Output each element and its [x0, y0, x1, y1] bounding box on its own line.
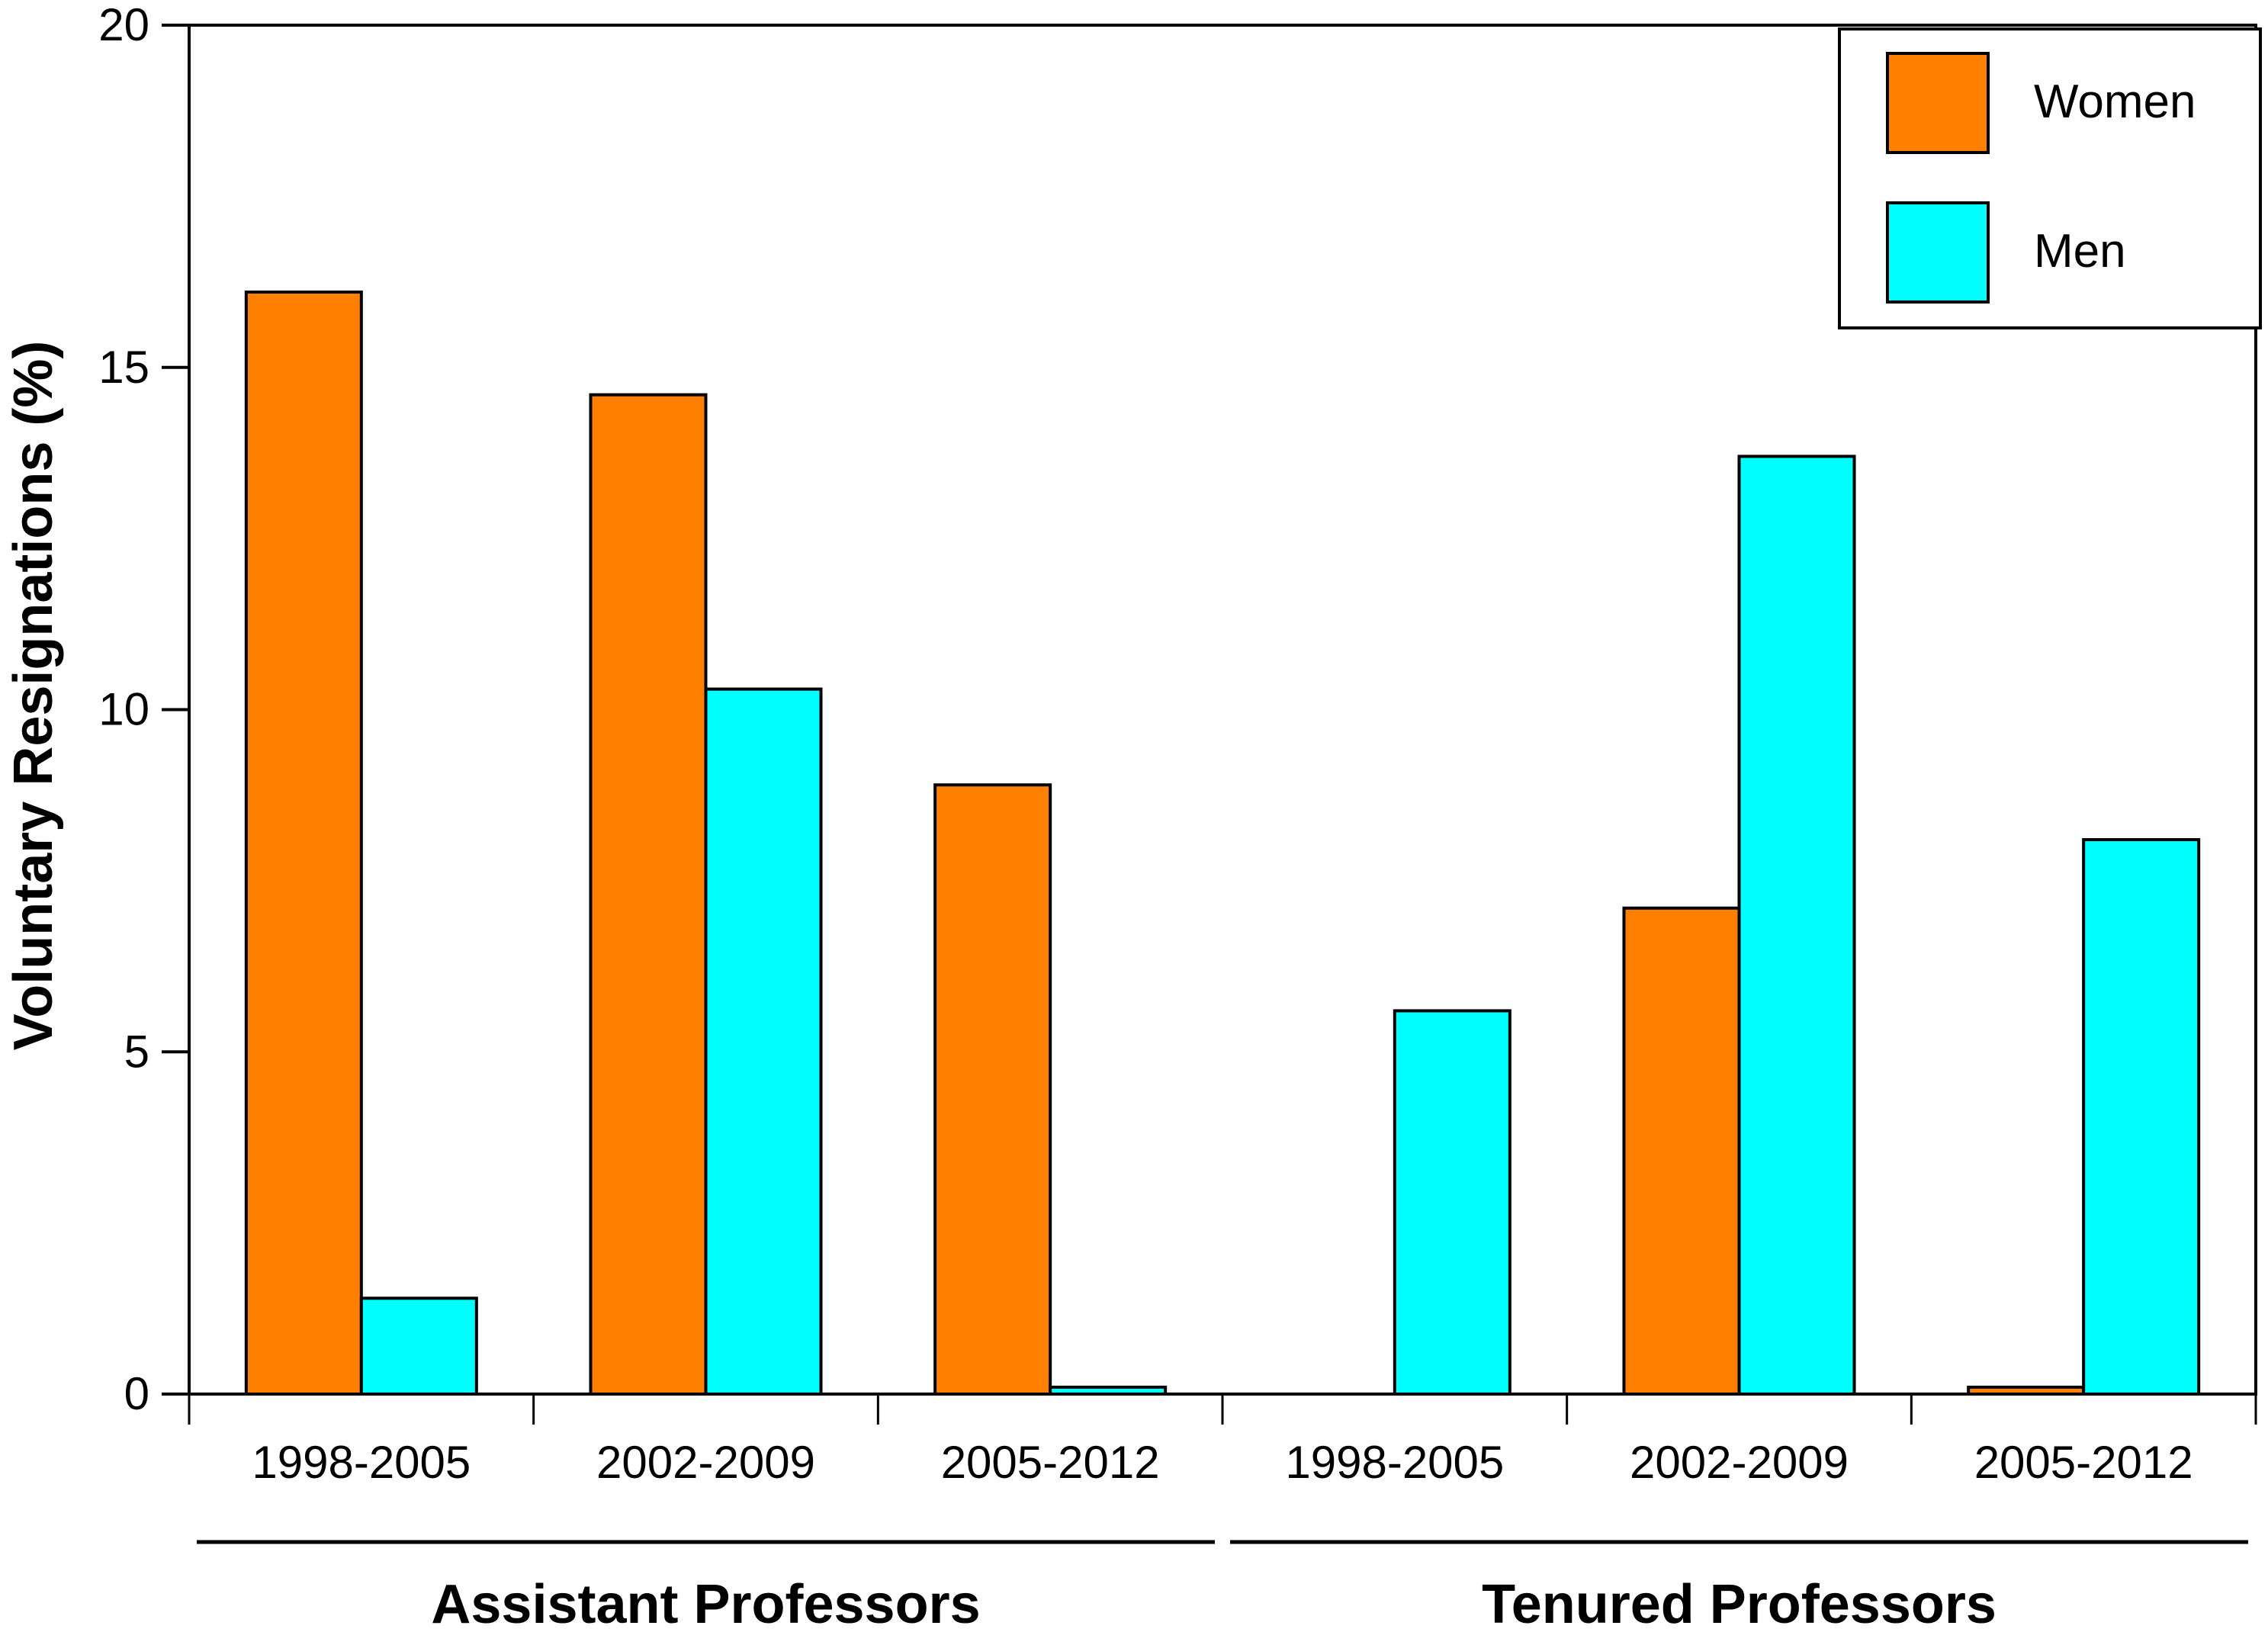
x-tick-label: 2005-2012 [1974, 1437, 2193, 1488]
legend-swatch-women [1886, 52, 1990, 154]
group-label: Tenured Professors [1482, 1574, 1997, 1632]
legend-swatch-men [1886, 201, 1990, 304]
bar-women-0 [244, 291, 363, 1396]
x-tick-label: 1998-2005 [252, 1437, 471, 1488]
x-axis: 1998-2005 2002-2009 2005-2012 1998-2005 2002… [188, 1394, 2257, 1488]
bar-men-2 [1049, 1386, 1168, 1396]
bar-women-5 [1967, 1386, 2086, 1396]
legend: Women Men [1838, 27, 2262, 329]
y-tick-label: 10 [98, 684, 149, 735]
bar-men-5 [2082, 838, 2201, 1396]
group-label: Assistant Professors [431, 1574, 980, 1632]
y-axis-title: Voluntary Resignations (%) [3, 341, 64, 1051]
y-tick-label: 15 [98, 342, 149, 393]
x-tick-label: 1998-2005 [1285, 1437, 1504, 1488]
bar-men-0 [359, 1296, 478, 1396]
bar-men-3 [1393, 1009, 1511, 1396]
y-tick-label: 20 [98, 0, 149, 50]
category-groups: Assistant Professors Tenured Professors [197, 1540, 2248, 1632]
x-tick-label: 2005-2012 [941, 1437, 1160, 1488]
y-axis: 0 5 10 15 20 [98, 0, 189, 1419]
x-tick-label: 2002-2009 [596, 1437, 815, 1488]
legend-label-women: Women [2034, 75, 2196, 128]
bar-women-1 [589, 393, 708, 1396]
y-tick-label: 0 [124, 1368, 149, 1419]
bar-women-2 [933, 783, 1052, 1396]
bar-men-4 [1737, 455, 1856, 1396]
y-tick-label: 5 [124, 1026, 149, 1077]
bar-men-1 [704, 687, 823, 1396]
legend-label-men: Men [2034, 225, 2126, 278]
bar-women-4 [1622, 906, 1741, 1396]
x-tick-label: 2002-2009 [1630, 1437, 1849, 1488]
bars [244, 291, 2201, 1396]
